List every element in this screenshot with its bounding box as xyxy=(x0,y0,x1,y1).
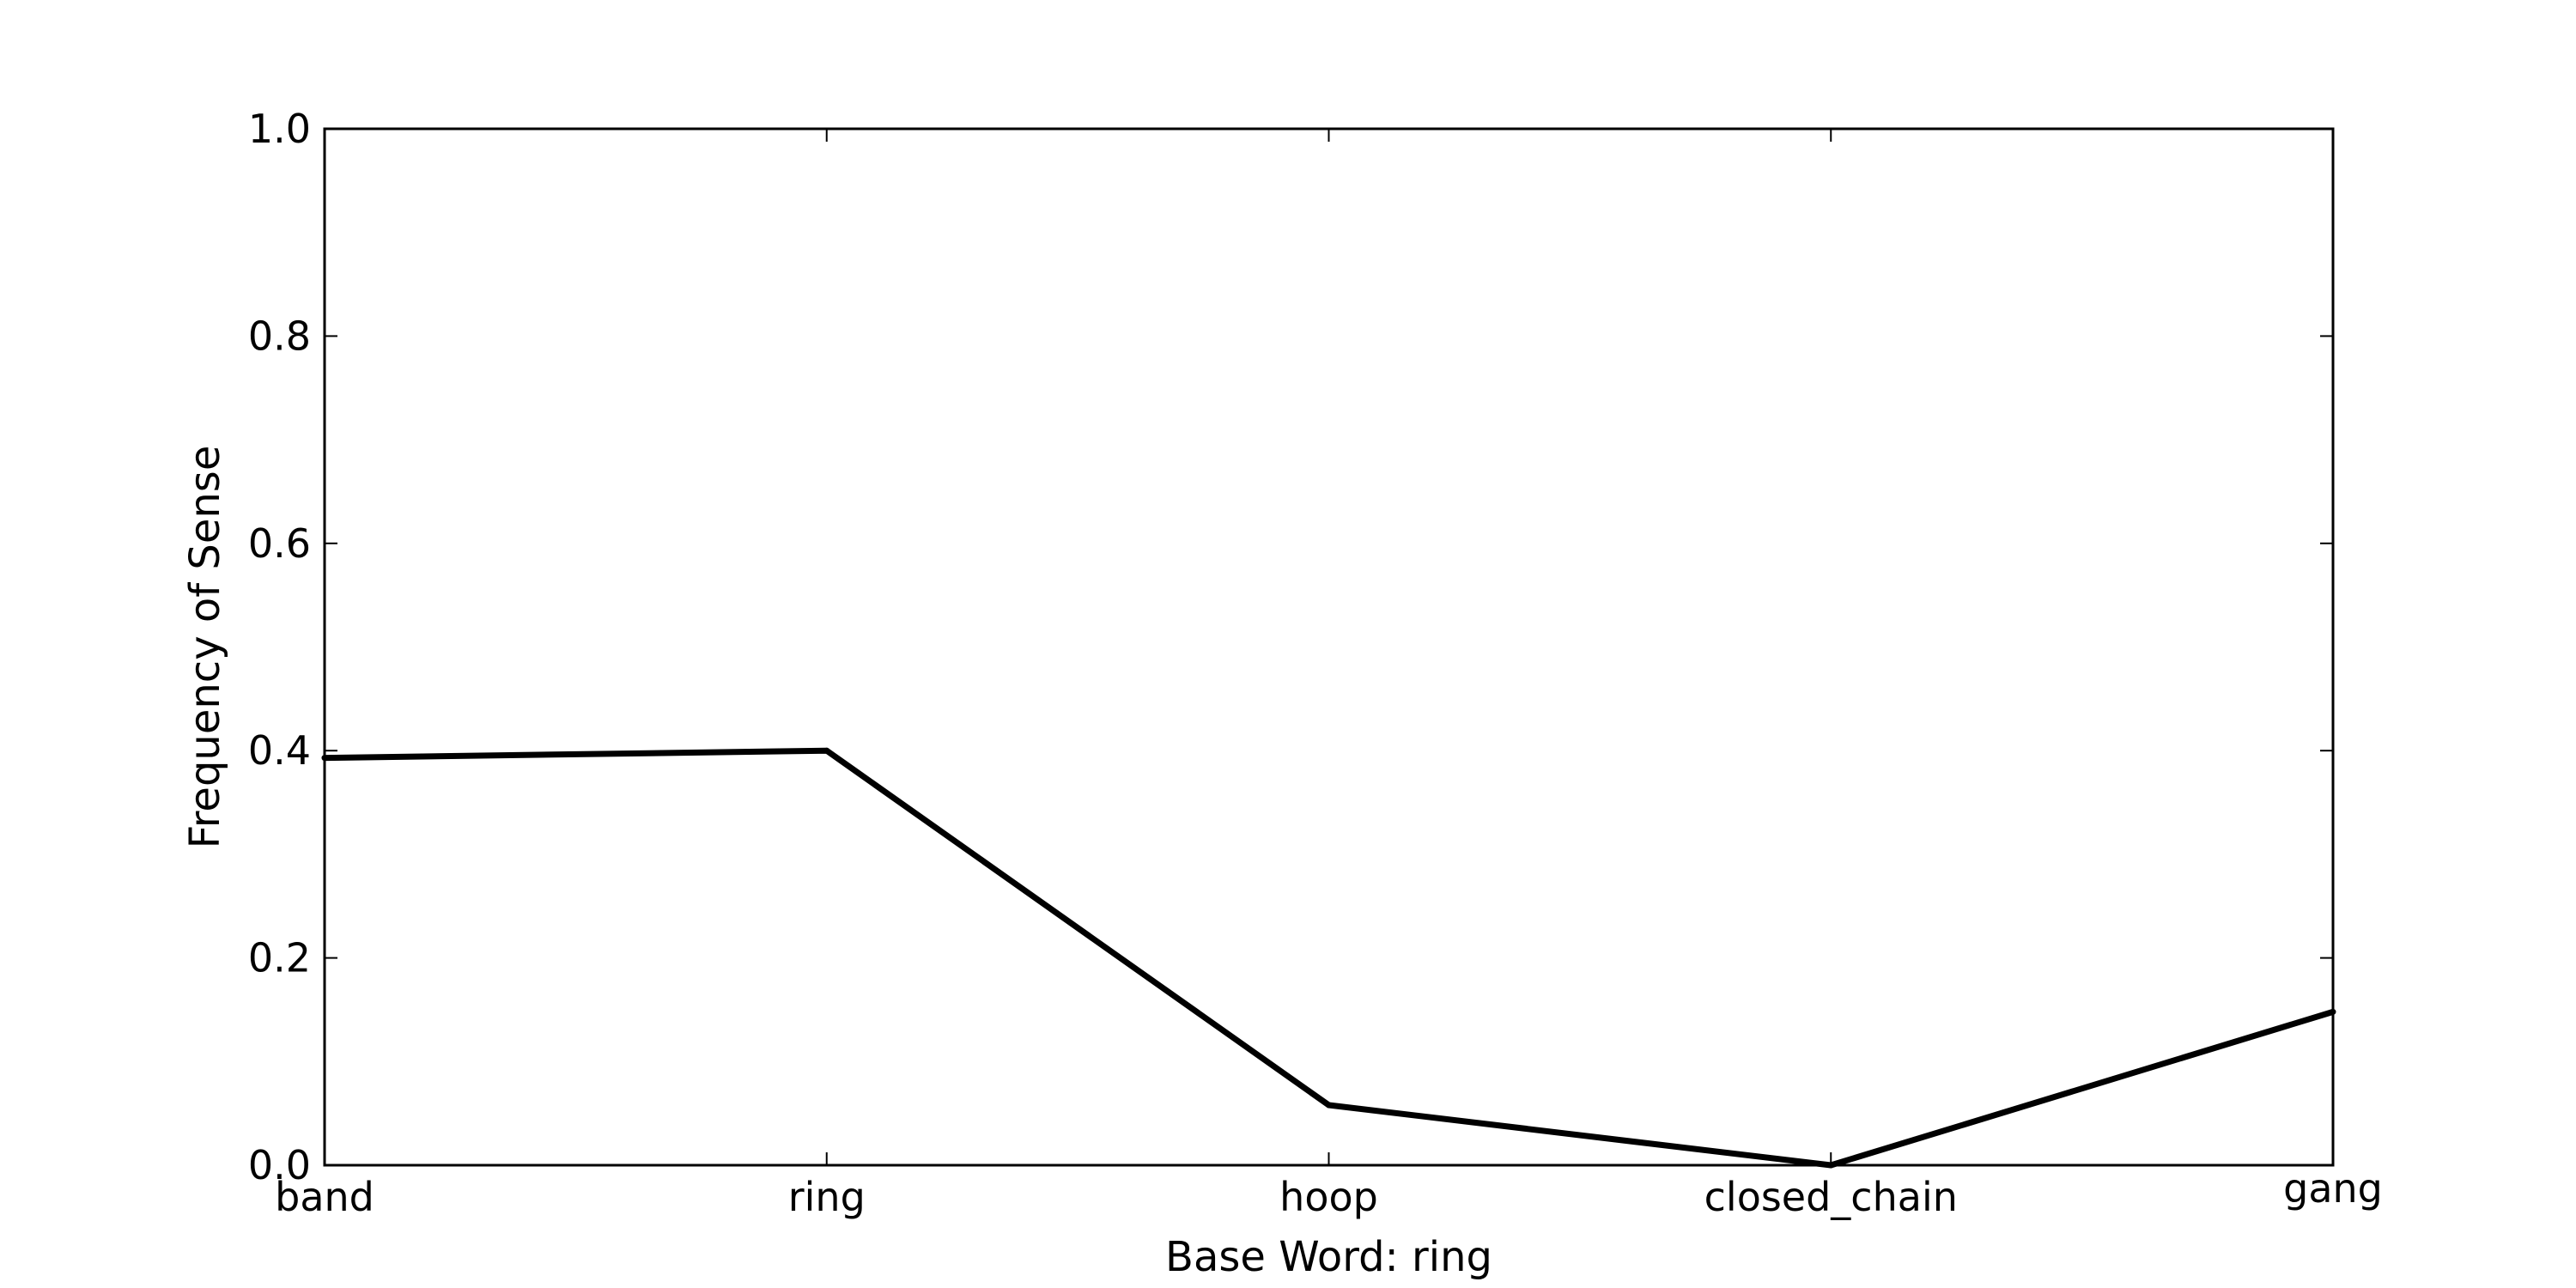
y-tick-label: 0.2 xyxy=(248,935,311,981)
x-tick-label: band xyxy=(275,1174,374,1220)
data-point xyxy=(823,747,830,754)
y-tick-label: 0.8 xyxy=(248,313,311,359)
x-tick-label: closed_chain xyxy=(1704,1174,1958,1220)
x-tick-labels: band ring hoop closed_chain gang xyxy=(275,1165,2383,1220)
y-tick-label: 0.6 xyxy=(248,520,311,567)
y-tick-labels: 0.0 0.2 0.4 0.6 0.8 1.0 xyxy=(248,106,311,1188)
plot-frame xyxy=(323,127,2335,1167)
y-tick-label: 0.4 xyxy=(248,727,311,774)
x-tick-label: gang xyxy=(2283,1165,2383,1212)
y-axis-label: Frequency of Sense xyxy=(181,446,229,849)
y-tick-label: 1.0 xyxy=(248,106,311,152)
data-point xyxy=(1326,1102,1332,1109)
y-tick-label: 0.0 xyxy=(248,1142,311,1188)
x-tick-label: hoop xyxy=(1279,1174,1378,1220)
x-tick-label: ring xyxy=(788,1174,866,1220)
x-axis-label: Base Word: ring xyxy=(1165,1233,1492,1281)
